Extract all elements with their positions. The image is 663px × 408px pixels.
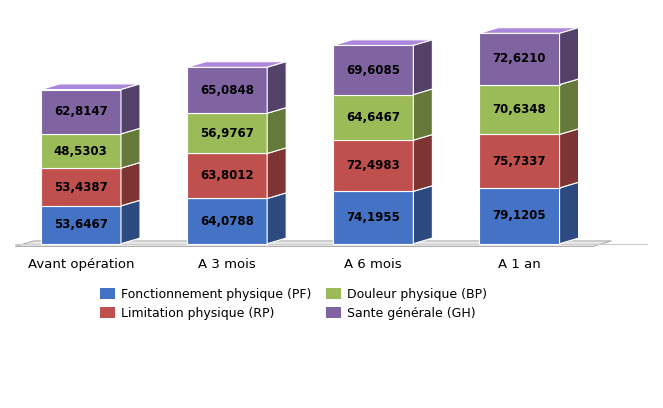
Polygon shape bbox=[333, 40, 432, 45]
Text: 53,6467: 53,6467 bbox=[54, 218, 107, 231]
Polygon shape bbox=[187, 108, 286, 113]
Text: 75,7337: 75,7337 bbox=[493, 155, 546, 168]
Bar bbox=[333, 45, 413, 95]
Bar bbox=[479, 135, 560, 188]
Text: 72,4983: 72,4983 bbox=[346, 159, 400, 172]
Polygon shape bbox=[267, 108, 286, 153]
Text: 62,8147: 62,8147 bbox=[54, 105, 107, 118]
Polygon shape bbox=[40, 84, 140, 90]
Polygon shape bbox=[121, 162, 140, 206]
Bar bbox=[40, 168, 121, 206]
Bar bbox=[187, 153, 267, 199]
Polygon shape bbox=[333, 135, 432, 140]
Bar bbox=[479, 33, 560, 84]
Bar bbox=[333, 191, 413, 244]
Text: 74,1955: 74,1955 bbox=[346, 211, 400, 224]
Text: 79,1205: 79,1205 bbox=[493, 209, 546, 222]
Polygon shape bbox=[413, 89, 432, 140]
Text: 56,9767: 56,9767 bbox=[200, 127, 254, 140]
Polygon shape bbox=[479, 129, 579, 135]
Polygon shape bbox=[267, 148, 286, 199]
Polygon shape bbox=[267, 62, 286, 113]
Text: 64,6467: 64,6467 bbox=[346, 111, 400, 124]
Polygon shape bbox=[479, 28, 579, 33]
Text: 72,6210: 72,6210 bbox=[493, 53, 546, 65]
Bar bbox=[187, 199, 267, 244]
Polygon shape bbox=[187, 148, 286, 153]
Bar bbox=[333, 95, 413, 140]
Polygon shape bbox=[40, 162, 140, 168]
Text: 70,6348: 70,6348 bbox=[493, 103, 546, 116]
Bar bbox=[40, 90, 121, 134]
Bar bbox=[187, 113, 267, 153]
Polygon shape bbox=[560, 129, 579, 188]
Polygon shape bbox=[267, 193, 286, 244]
Text: 65,0848: 65,0848 bbox=[200, 84, 254, 97]
Text: 63,8012: 63,8012 bbox=[200, 169, 254, 182]
Legend: Fonctionnement physique (PF), Limitation physique (RP), Douleur physique (BP), S: Fonctionnement physique (PF), Limitation… bbox=[95, 283, 493, 325]
Polygon shape bbox=[413, 40, 432, 95]
Polygon shape bbox=[15, 241, 611, 246]
Polygon shape bbox=[40, 200, 140, 206]
Bar bbox=[479, 84, 560, 135]
Polygon shape bbox=[333, 186, 432, 191]
Bar bbox=[187, 67, 267, 113]
Text: 64,0788: 64,0788 bbox=[200, 215, 254, 228]
Text: 53,4387: 53,4387 bbox=[54, 180, 107, 193]
Polygon shape bbox=[333, 89, 432, 95]
Polygon shape bbox=[479, 79, 579, 84]
Polygon shape bbox=[121, 200, 140, 244]
Polygon shape bbox=[413, 135, 432, 191]
Bar bbox=[40, 206, 121, 244]
Text: 48,5303: 48,5303 bbox=[54, 144, 107, 157]
Polygon shape bbox=[479, 182, 579, 188]
Bar bbox=[479, 188, 560, 244]
Polygon shape bbox=[121, 128, 140, 168]
Polygon shape bbox=[560, 182, 579, 244]
Bar bbox=[40, 134, 121, 168]
Polygon shape bbox=[187, 193, 286, 199]
Polygon shape bbox=[560, 28, 579, 84]
Bar bbox=[333, 140, 413, 191]
Polygon shape bbox=[40, 128, 140, 134]
Polygon shape bbox=[187, 62, 286, 67]
Text: 69,6085: 69,6085 bbox=[346, 64, 400, 77]
Polygon shape bbox=[413, 186, 432, 244]
Polygon shape bbox=[121, 84, 140, 134]
Polygon shape bbox=[560, 79, 579, 135]
